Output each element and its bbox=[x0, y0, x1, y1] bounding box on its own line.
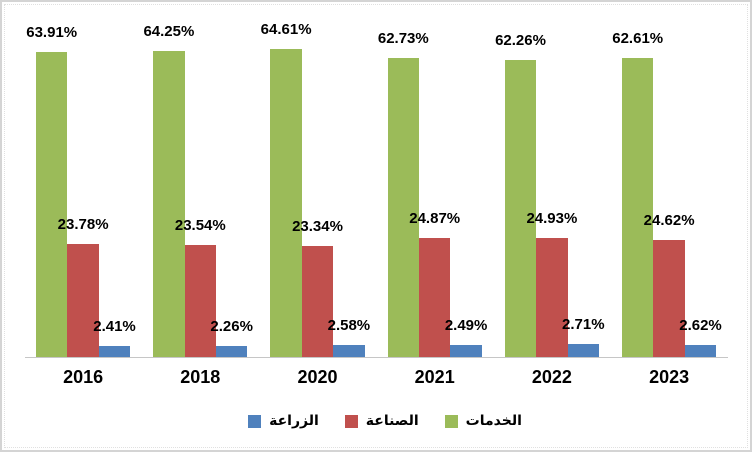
data-label-services-2022: 62.26% bbox=[495, 32, 546, 50]
legend: الزراعة الصناعة الخدمات bbox=[11, 408, 750, 434]
legend-item-services: الخدمات bbox=[444, 413, 522, 429]
data-label-services-2021: 62.73% bbox=[377, 29, 429, 47]
legend-label-industry: الصناعة bbox=[365, 413, 419, 429]
data-label-agriculture-2021: 2.49% bbox=[444, 317, 488, 335]
bar-agriculture-2023 bbox=[684, 344, 717, 357]
legend-swatch-services-icon bbox=[444, 414, 458, 428]
bar-industry-2016 bbox=[67, 243, 99, 357]
data-label-industry-2020: 23.34% bbox=[292, 217, 343, 235]
bar-industry-2023 bbox=[653, 239, 685, 357]
data-label-agriculture-2018: 2.26% bbox=[210, 318, 253, 336]
bar-services-2020 bbox=[270, 48, 302, 357]
bar-industry-2018 bbox=[184, 244, 216, 357]
bar-services-2018 bbox=[153, 50, 185, 357]
data-label-agriculture-2016: 2.41% bbox=[93, 317, 136, 335]
bar-agriculture-2018 bbox=[216, 346, 248, 357]
bar-agriculture-2020 bbox=[333, 344, 365, 357]
data-label-agriculture-2022: 2.71% bbox=[562, 316, 605, 334]
bar-industry-2021 bbox=[419, 238, 451, 357]
x-axis-label-2018: 2018 bbox=[180, 367, 221, 387]
x-axis-label-2023: 2023 bbox=[649, 367, 690, 387]
data-label-agriculture-2020: 2.58% bbox=[327, 316, 371, 334]
legend-label-agriculture: الزراعة bbox=[269, 413, 319, 429]
data-label-industry-2022: 24.93% bbox=[526, 210, 578, 228]
x-axis-label-2020: 2020 bbox=[297, 367, 338, 387]
data-label-agriculture-2023: 2.62% bbox=[679, 316, 722, 334]
legend-item-agriculture: الزراعة bbox=[248, 413, 319, 429]
legend-swatch-industry-icon bbox=[344, 414, 358, 428]
data-label-services-2020: 64.61% bbox=[260, 20, 312, 38]
bar-services-2022 bbox=[504, 60, 537, 357]
data-label-services-2018: 64.25% bbox=[143, 22, 195, 40]
bar-agriculture-2022 bbox=[567, 344, 599, 357]
data-label-services-2023: 62.61% bbox=[612, 30, 664, 48]
legend-item-industry: الصناعة bbox=[344, 413, 419, 429]
bar-agriculture-2021 bbox=[450, 345, 482, 357]
legend-label-services: الخدمات bbox=[465, 413, 522, 429]
data-label-industry-2021: 24.87% bbox=[409, 210, 461, 228]
data-label-industry-2016: 23.78% bbox=[57, 215, 109, 233]
x-axis-line bbox=[25, 357, 728, 358]
x-axis-label-2022: 2022 bbox=[531, 367, 572, 387]
data-label-industry-2018: 23.54% bbox=[174, 216, 226, 234]
bar-agriculture-2016 bbox=[98, 345, 131, 357]
x-axis-label-2016: 2016 bbox=[63, 367, 104, 387]
bar-industry-2022 bbox=[536, 238, 568, 357]
data-label-services-2016: 63.91% bbox=[26, 24, 78, 42]
legend-swatch-agriculture-icon bbox=[248, 414, 262, 428]
bar-services-2016 bbox=[36, 52, 68, 357]
bar-services-2021 bbox=[387, 57, 419, 357]
bar-services-2023 bbox=[622, 58, 654, 357]
bar-industry-2020 bbox=[301, 245, 334, 357]
data-label-industry-2023: 24.62% bbox=[643, 211, 695, 229]
x-axis-label-2021: 2021 bbox=[414, 367, 455, 387]
